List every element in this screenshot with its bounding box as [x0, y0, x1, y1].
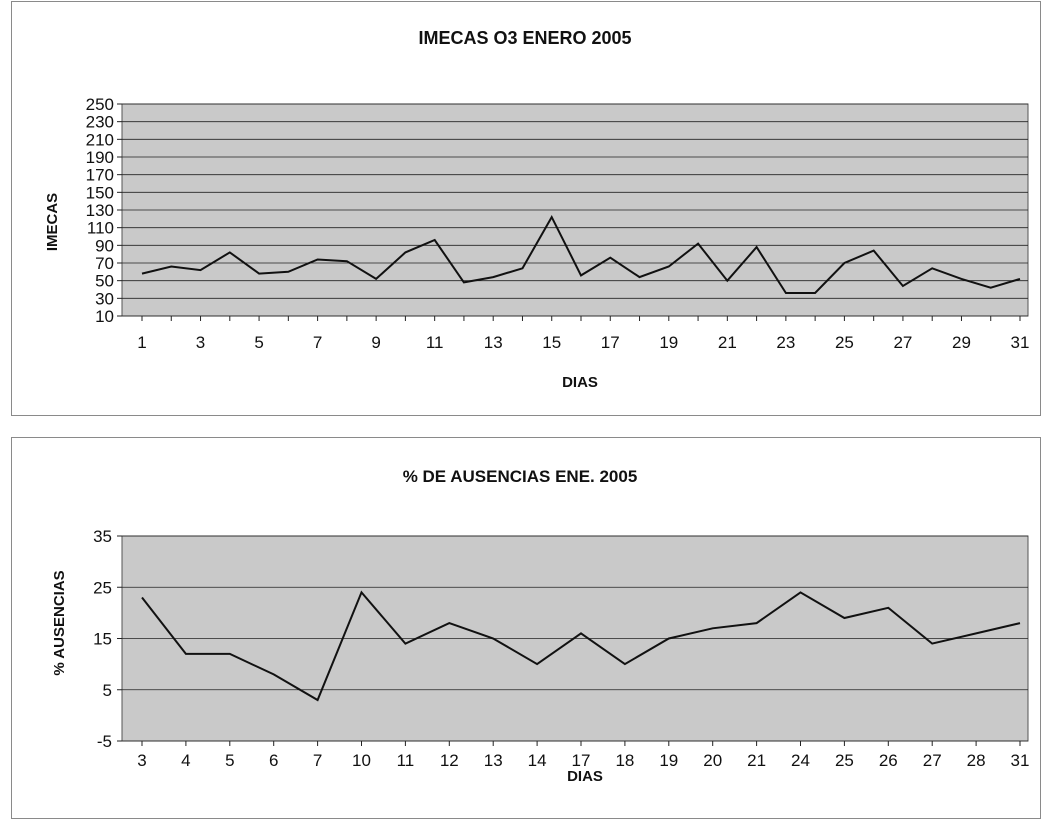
y-tick-label: 5 [103, 681, 112, 700]
y-tick-label: 130 [86, 201, 114, 220]
x-tick-label: 11 [397, 751, 415, 770]
y-tick-label: 150 [86, 183, 114, 202]
y-tick-label: 10 [95, 307, 114, 326]
y-tick-label: 230 [86, 113, 114, 132]
x-tick-label: 21 [747, 751, 766, 770]
x-tick-label: 20 [703, 751, 722, 770]
x-tick-label: 3 [137, 751, 146, 770]
x-tick-label: 14 [528, 751, 547, 770]
y-tick-label: 110 [87, 219, 114, 238]
x-tick-label: 27 [923, 751, 942, 770]
y-tick-label: 15 [93, 630, 112, 649]
x-tick-label: 4 [181, 751, 190, 770]
x-tick-label: 28 [967, 751, 986, 770]
y-tick-label: 190 [86, 148, 114, 167]
x-tick-label: 27 [893, 333, 912, 352]
y-tick-label: 90 [95, 236, 114, 255]
x-tick-label: 19 [659, 333, 678, 352]
x-tick-label: 17 [601, 333, 620, 352]
y-tick-label: 25 [93, 578, 112, 597]
x-tick-label: 31 [1011, 751, 1030, 770]
y-tick-label: 35 [93, 527, 112, 546]
x-tick-label: 23 [776, 333, 795, 352]
x-tick-label: 31 [1011, 333, 1030, 352]
series-line [141, 214, 1021, 294]
ausencias-chart-panel: % DE AUSENCIAS ENE. 2005 -5 5 15 25 35 3 4 5 6 7 1… [11, 437, 1041, 819]
x-tick-label: 7 [313, 333, 322, 352]
x-tick-label: 21 [718, 333, 737, 352]
x-tick-label: 10 [352, 751, 371, 770]
y-tick-label: 70 [95, 254, 114, 273]
x-tick-label: 26 [879, 751, 898, 770]
x-tick-label: 7 [313, 751, 322, 770]
chart-title: % DE AUSENCIAS ENE. 2005 [403, 467, 638, 486]
x-axis-title: DIAS [567, 768, 603, 785]
x-tick-label: 25 [835, 751, 854, 770]
series-line [141, 590, 1021, 702]
x-tick-label: 19 [659, 751, 678, 770]
x-tick-label: 18 [615, 751, 634, 770]
y-axis-title: IMECAS [44, 193, 61, 251]
plot-area: -5 5 15 25 35 3 4 5 6 7 10 11 12 13 14 17 18 19 20 21 24 25 26… [93, 527, 1029, 770]
chart-title: IMECAS O3 ENERO 2005 [418, 28, 631, 48]
x-tick-label: 1 [137, 333, 146, 352]
x-tick-label: 24 [791, 751, 810, 770]
x-tick-label: 13 [484, 751, 503, 770]
x-tick-label: 29 [952, 333, 971, 352]
x-tick-label: 9 [371, 333, 380, 352]
y-tick-label: -5 [97, 732, 112, 751]
x-axis-title: DIAS [562, 374, 598, 391]
x-tick-label: 15 [542, 333, 561, 352]
y-tick-label: 250 [86, 95, 114, 114]
x-tick-label: 6 [269, 751, 278, 770]
x-tick-label: 5 [254, 333, 263, 352]
y-tick-label: 50 [95, 272, 114, 291]
y-axis-title: % AUSENCIAS [51, 570, 68, 675]
y-tick-label: 30 [95, 289, 114, 308]
x-tick-label: 13 [484, 333, 503, 352]
x-tick-label: 17 [572, 751, 591, 770]
y-tick-label: 210 [86, 130, 114, 149]
ausencias-chart: % DE AUSENCIAS ENE. 2005 -5 5 15 25 35 3 4 5 6 7 1… [51, 467, 1029, 785]
x-tick-label: 3 [196, 333, 205, 352]
imecas-chart: IMECAS O3 ENERO 2005 1030507090110130150… [44, 28, 1030, 391]
x-tick-label: 11 [426, 333, 444, 352]
x-tick-label: 12 [440, 751, 459, 770]
x-tick-label: 5 [225, 751, 234, 770]
imecas-chart-panel: IMECAS O3 ENERO 2005 10 30 50 70 90 110 130 150… [11, 1, 1041, 416]
x-tick-label: 25 [835, 333, 854, 352]
y-tick-label: 170 [86, 166, 114, 185]
